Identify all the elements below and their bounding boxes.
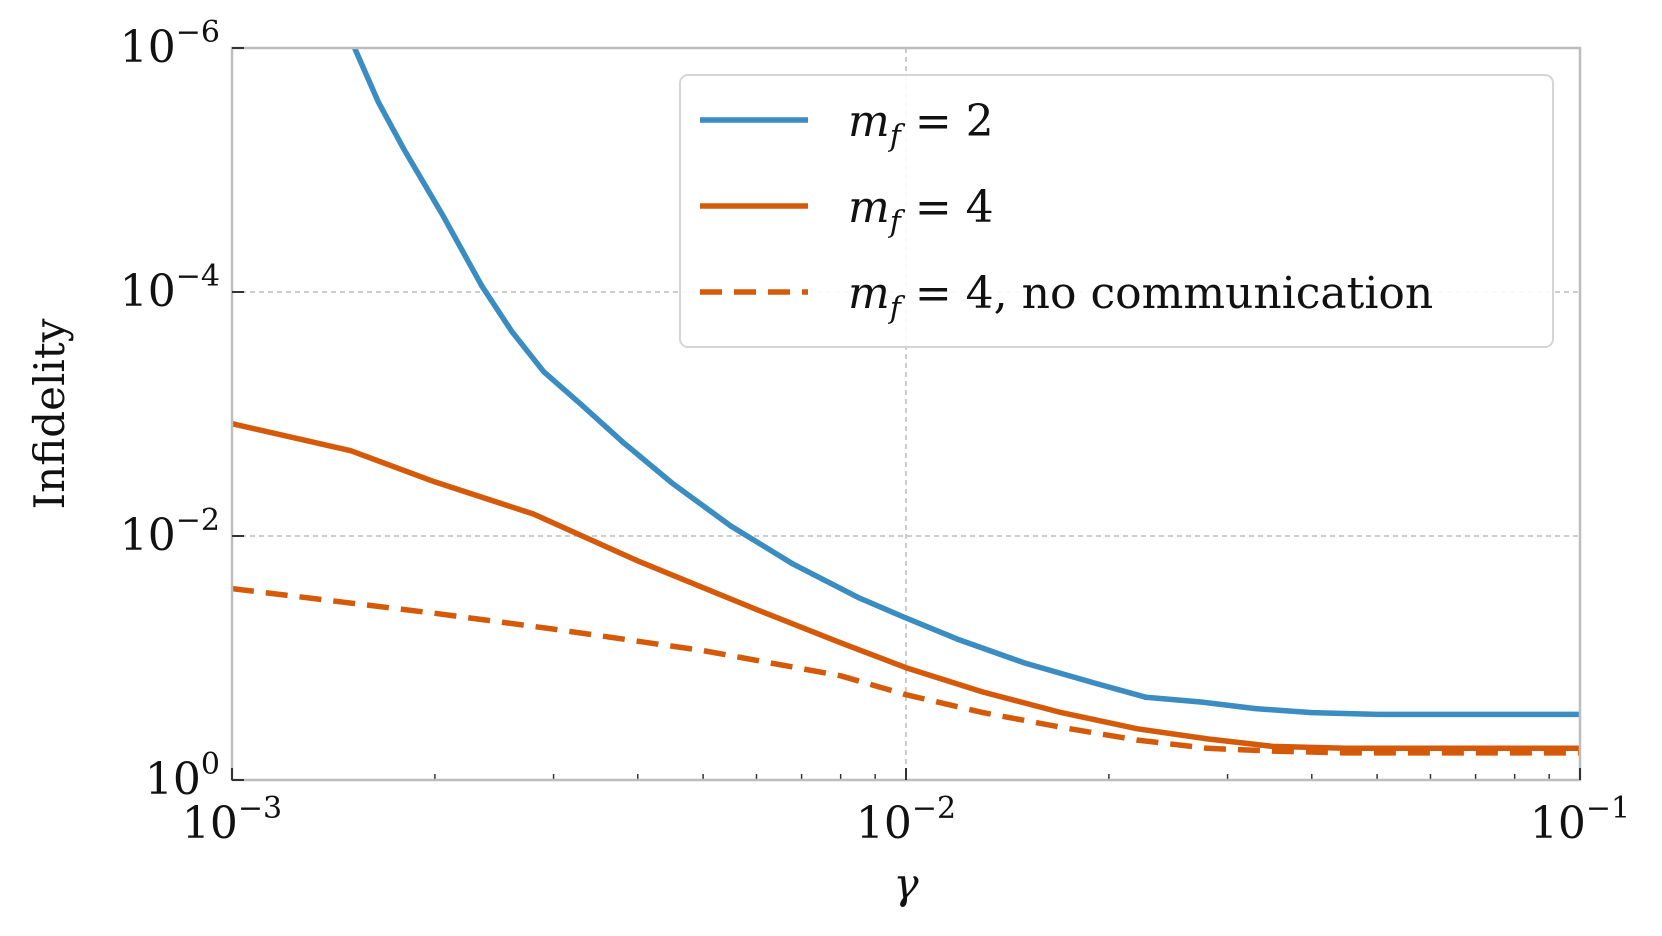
y-tick-label: 10−6 bbox=[120, 15, 220, 73]
series-line-2 bbox=[232, 421, 1580, 752]
x-axis-ticks: 10−3 10−2 10−1 bbox=[182, 768, 1630, 849]
y-tick-label: 10−4 bbox=[120, 259, 220, 317]
legend-box bbox=[679, 74, 1554, 348]
series-layer bbox=[232, 48, 1580, 756]
x-tick-label: 10−3 bbox=[182, 791, 282, 849]
legend-label-1: mf = 2 bbox=[848, 96, 994, 154]
series-line-1 bbox=[352, 48, 1580, 718]
x-tick-label: 10−2 bbox=[856, 791, 956, 849]
legend-label-2: mf = 4 bbox=[848, 182, 994, 240]
legend-label-3: mf = 4, no communication bbox=[848, 268, 1433, 326]
x-tick-label: 10−1 bbox=[1530, 791, 1630, 849]
x-axis-label: γ bbox=[893, 859, 919, 908]
y-tick-label: 100 bbox=[145, 747, 220, 805]
y-axis-label: Infidelity bbox=[25, 318, 74, 509]
series-line-3 bbox=[232, 585, 1580, 756]
y-tick-label: 10−2 bbox=[120, 503, 220, 561]
y-axis-ticks: 10−6 10−4 10−2 100 bbox=[120, 15, 244, 805]
legend: mf = 2 mf = 4 mf = 4, no communication bbox=[679, 74, 1554, 348]
